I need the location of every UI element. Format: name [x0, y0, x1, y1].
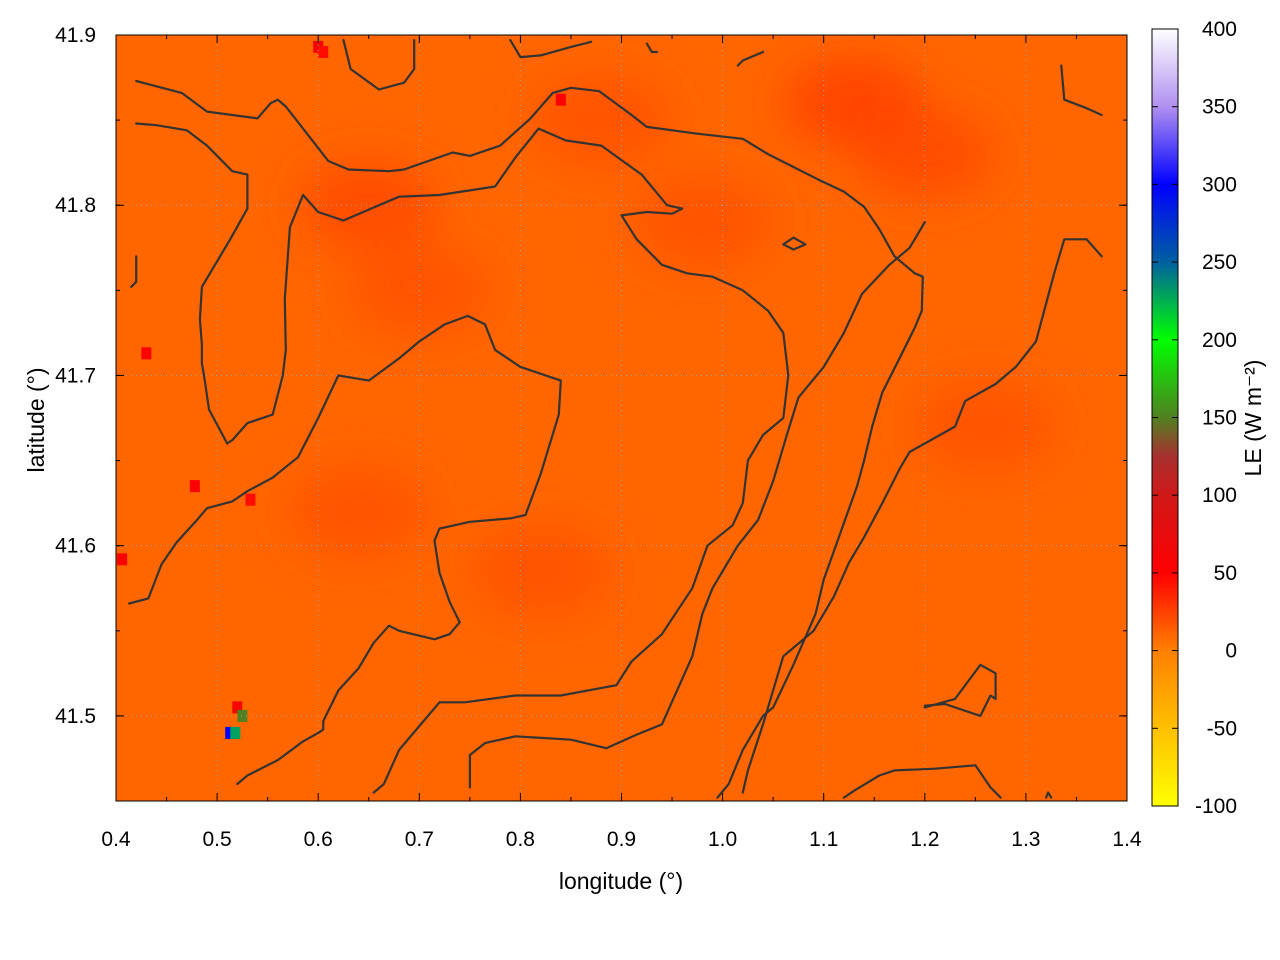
- x-tick-label: 1.0: [708, 828, 737, 851]
- contour-line: [128, 314, 562, 786]
- x-tick-label: 1.4: [1112, 828, 1142, 851]
- contour-line: [842, 764, 1002, 799]
- hotspot-pixel: [117, 553, 128, 566]
- colorbar-label: LE (W m⁻²): [1240, 360, 1266, 477]
- contour-line: [130, 255, 138, 288]
- contour-line: [741, 238, 1103, 794]
- colorbar-tick-label: 0: [1225, 640, 1237, 663]
- colorbar-tick-label: 200: [1202, 329, 1237, 352]
- y-tick-label: 41.8: [55, 194, 96, 217]
- colorbar-tick-label: 300: [1202, 173, 1237, 196]
- hotspot-pixels: [117, 40, 566, 739]
- colorbar-tick-label: 350: [1202, 96, 1237, 119]
- y-tick-label: 41.5: [55, 705, 96, 728]
- contour-line: [468, 221, 926, 789]
- hotspot-pixel: [237, 709, 248, 722]
- colorbar-tick-label: -50: [1207, 717, 1237, 740]
- hotspot-pixel: [189, 480, 200, 493]
- warm-region: [854, 109, 995, 200]
- contour-line: [509, 38, 593, 59]
- x-tick-label: 0.6: [304, 828, 333, 851]
- contour-line: [135, 122, 790, 794]
- contour-line: [342, 38, 416, 91]
- contour-line: [782, 236, 807, 251]
- hotspot-pixel: [313, 40, 324, 53]
- colorbar-tick-label: -100: [1195, 795, 1237, 818]
- y-tick-label: 41.9: [55, 24, 96, 47]
- warm-region: [298, 160, 439, 251]
- x-axis-ticks: 0.4 0.5 0.6 0.7 0.8 0.9 1.0 1.1 1.2 1.3 1.4: [101, 35, 1142, 851]
- x-tick-label: 0.5: [202, 828, 231, 851]
- y-axis-label: latitude (°): [23, 367, 49, 472]
- colorbar-tick-label: 100: [1202, 484, 1237, 507]
- contour-line: [135, 79, 924, 799]
- hotspot-pixel: [232, 701, 243, 714]
- x-tick-label: 0.4: [101, 828, 131, 851]
- hotspot-pixel: [141, 347, 152, 360]
- contour-line: [923, 663, 997, 718]
- warm-region: [470, 526, 611, 617]
- x-tick-label: 1.1: [809, 828, 838, 851]
- hotspot-pixel: [225, 726, 236, 739]
- warm-region: [915, 381, 1056, 472]
- x-tick-label: 0.9: [607, 828, 636, 851]
- colorbar-tick-label: 150: [1202, 407, 1237, 430]
- y-axis-ticks: 41.5 41.6 41.7 41.8 41.9: [55, 24, 1127, 802]
- warm-region: [632, 177, 773, 268]
- colorbar-tick-label: 400: [1202, 18, 1237, 41]
- y-tick-label: 41.7: [55, 364, 96, 387]
- colorbar-tick-label: 250: [1202, 251, 1237, 274]
- x-axis-label: longitude (°): [559, 868, 683, 894]
- hotspot-pixel: [555, 93, 566, 106]
- contour-line: [1060, 64, 1103, 117]
- hotspot-pixel: [245, 493, 256, 506]
- colorbar-ticks: -100 -50 0 50 100 150 200 250 300 350 400: [1152, 18, 1237, 818]
- warm-regions: [288, 58, 1056, 617]
- hotspot-pixel: [230, 726, 241, 739]
- contour-line: [645, 42, 659, 54]
- warm-region: [288, 466, 429, 557]
- warm-region: [531, 75, 672, 166]
- x-tick-label: 0.7: [405, 828, 434, 851]
- hotspot-pixel: [318, 46, 329, 59]
- x-tick-label: 1.2: [910, 828, 939, 851]
- x-tick-label: 0.8: [506, 828, 535, 851]
- colorbar-tick-label: 50: [1214, 562, 1237, 585]
- y-tick-label: 41.6: [55, 535, 96, 558]
- contour-lines: [128, 38, 1103, 799]
- contour-line: [1044, 791, 1053, 799]
- x-tick-label: 1.3: [1011, 828, 1040, 851]
- contour-line: [736, 50, 765, 67]
